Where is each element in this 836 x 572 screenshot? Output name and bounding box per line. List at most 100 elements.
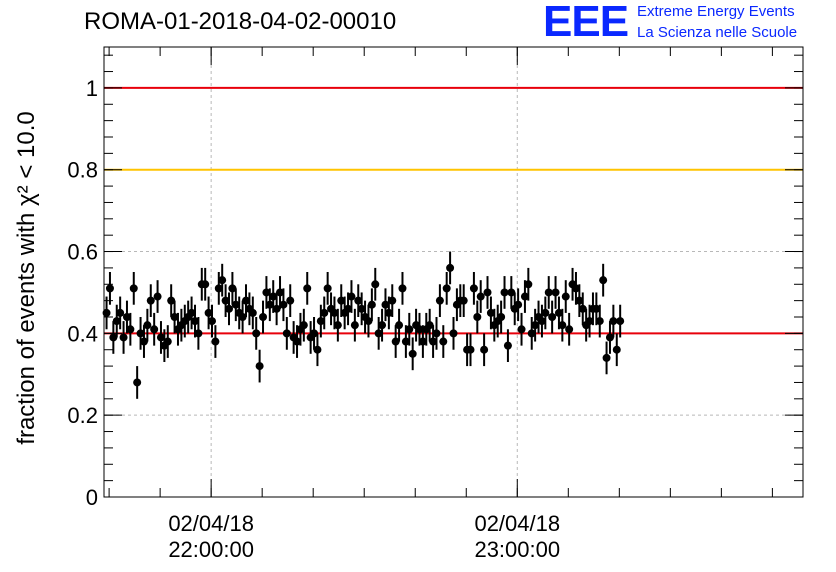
data-point [146,296,155,305]
x-tick-date-label: 02/04/18 [474,511,560,536]
y-tick-label: 0.8 [67,158,98,183]
data-point [187,308,196,317]
data-point [480,345,489,354]
data-point [371,280,380,289]
data-point [531,321,540,330]
data-point [595,317,604,326]
data-point [357,304,366,313]
data-point [211,337,220,346]
data-point [163,337,172,346]
data-point [473,313,482,321]
data-point [439,337,448,346]
data-point [320,308,329,317]
data-point [503,341,512,350]
data-point [609,317,618,326]
data-point [242,296,251,305]
y-tick-label: 0.6 [67,240,98,265]
data-point [354,296,363,305]
data-point [293,337,302,346]
data-point [150,325,159,334]
data-point [483,288,492,297]
data-point [262,288,271,297]
data-point [384,308,393,317]
data-point [207,317,216,326]
data-point [466,345,475,354]
data-point [153,292,162,301]
data-point [126,325,135,334]
y-axis-title: fraction of events with χ² < 10.0 [13,111,40,444]
data-point [116,308,125,317]
data-point [391,337,400,346]
data-point [432,329,441,338]
data-point [500,288,509,297]
data-point [599,276,608,285]
axis-labels: 00.20.40.60.8102/04/1822:00:0002/04/1823… [13,76,560,562]
data-point [170,313,179,321]
logo-line-2: La Scienza nelle Scuole [637,24,798,41]
data-point [299,321,308,330]
data-point [282,329,291,338]
data-point [201,280,210,289]
data-point [286,296,295,305]
data-point [112,317,121,326]
data-point [395,321,404,330]
data-point [231,300,240,309]
data-point [459,296,468,305]
data-point [425,321,434,330]
data-point [558,321,567,330]
data-point [561,292,570,301]
data-point [554,308,563,317]
data-point [333,321,342,330]
data-point [221,296,230,305]
data-point [537,317,546,326]
data-point [401,337,410,346]
data-point [449,329,458,338]
data-point [435,296,444,305]
data-point [225,304,234,313]
data-point [119,333,128,342]
data-point [398,284,407,293]
data-point [388,296,397,305]
data-point [143,321,152,330]
data-point [316,317,325,326]
data-point [578,304,587,313]
data-point [313,345,322,354]
y-tick-label: 0 [86,485,98,510]
data-point [129,284,138,293]
data-point [612,345,621,354]
data-point [105,284,114,293]
data-point [337,296,346,305]
data-point [364,317,373,326]
data-points [102,251,625,399]
x-tick-time-label: 23:00:00 [474,537,560,562]
data-point [616,317,625,326]
data-point [381,300,390,309]
eee-logo: EEE [543,0,629,46]
data-point [276,288,285,297]
data-point [408,349,417,358]
data-point [204,308,213,317]
data-point [194,329,203,338]
data-point [469,284,478,293]
data-point [102,308,111,317]
data-point [602,353,611,362]
plot-frame [103,46,804,498]
data-point [605,333,614,342]
data-point [136,329,145,338]
data-point [310,329,319,338]
data-point [238,313,247,321]
data-point [418,337,427,346]
data-point [272,304,281,313]
data-point [575,296,584,305]
data-point [527,329,536,338]
data-point [248,308,257,317]
data-point [367,300,376,309]
data-point [344,304,353,313]
data-point [218,276,227,285]
data-point [592,304,601,313]
data-point [323,284,332,293]
y-tick-label: 0.4 [67,321,98,346]
data-point [544,288,553,297]
data-point [429,337,438,346]
